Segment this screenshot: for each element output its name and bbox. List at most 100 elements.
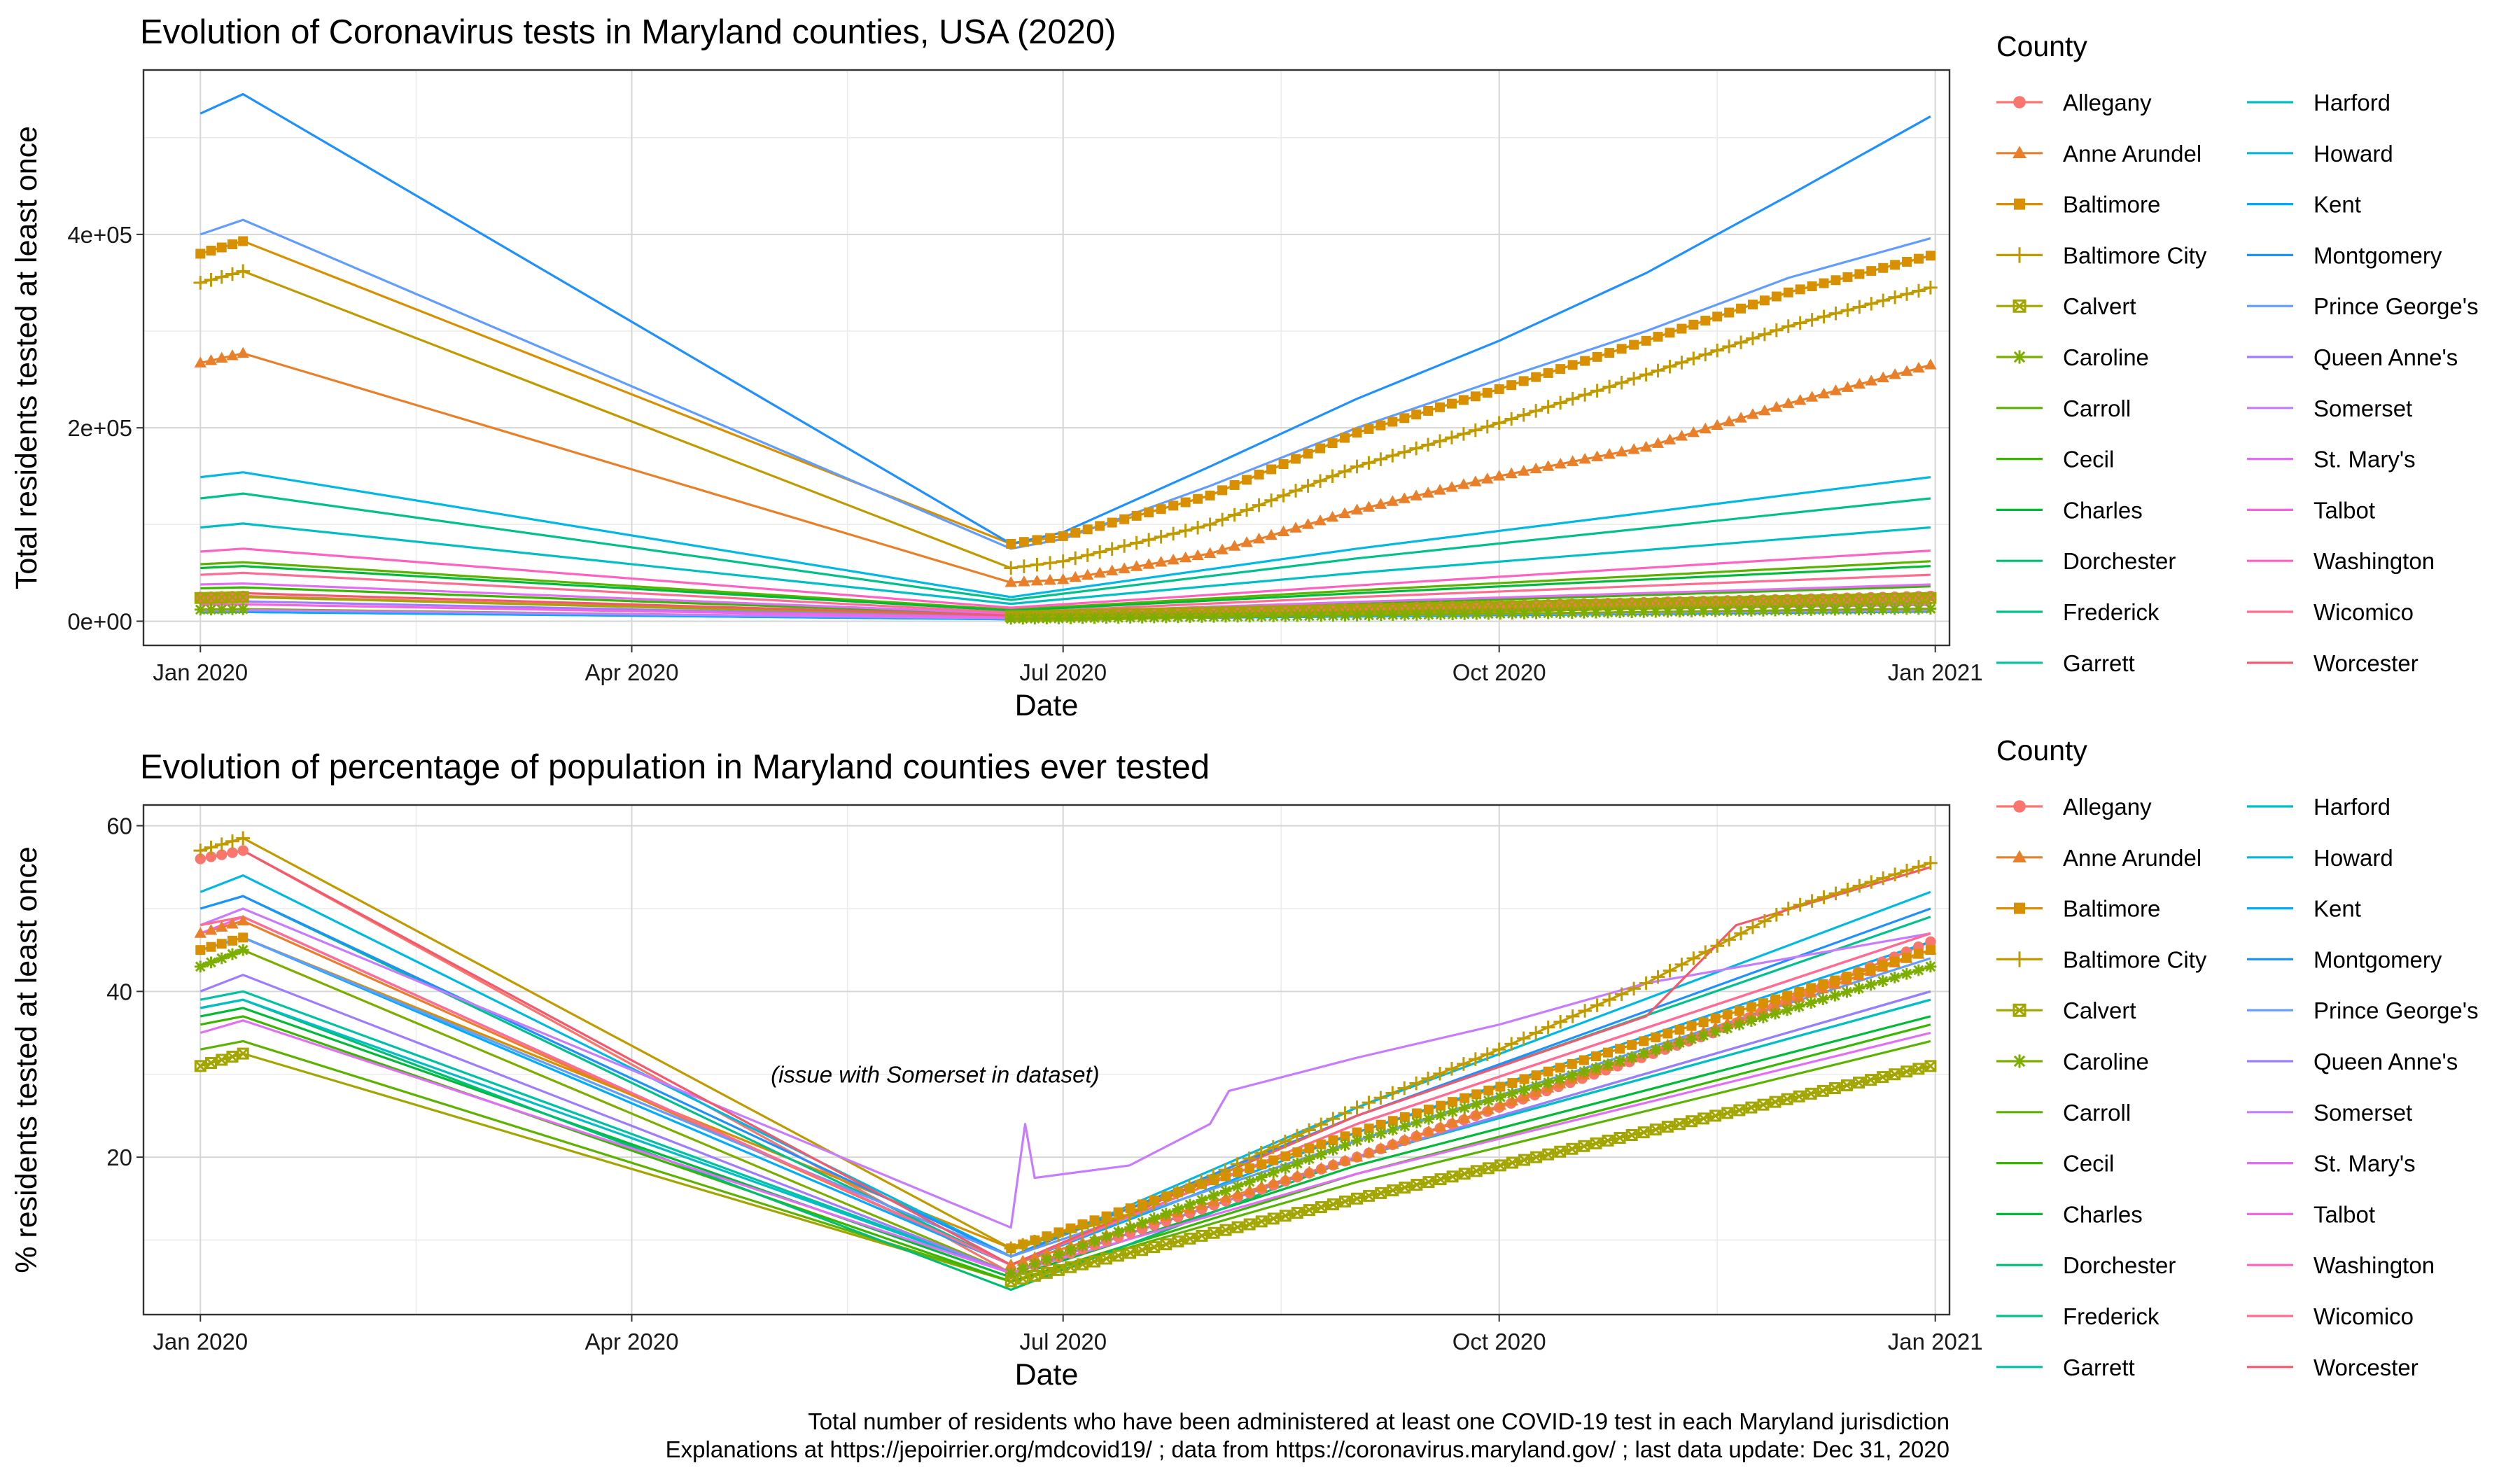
data-point xyxy=(195,945,206,955)
data-point xyxy=(1325,469,1340,484)
data-point xyxy=(1292,1147,1303,1158)
data-point xyxy=(1058,531,1068,541)
data-point xyxy=(1457,1057,1471,1071)
y-tick-label: 40 xyxy=(106,979,132,1004)
data-point xyxy=(1457,426,1471,441)
legend-item: Kent xyxy=(2247,896,2361,922)
legend-label: Dorchester xyxy=(2063,548,2176,574)
data-point xyxy=(1745,1015,1758,1027)
data-point xyxy=(1004,1275,1017,1288)
legend-item: Worcester xyxy=(2247,650,2418,676)
data-point xyxy=(1315,1148,1327,1161)
data-point xyxy=(1040,1253,1053,1266)
data-point xyxy=(1900,603,1913,615)
data-point xyxy=(1122,1208,1137,1222)
markers-baltimore-city xyxy=(193,831,1938,1256)
legend-label: Prince George's xyxy=(2314,997,2479,1023)
data-point xyxy=(1745,605,1758,617)
data-point xyxy=(1065,1244,1077,1256)
data-point xyxy=(1375,1186,1387,1199)
legend-item: Caroline xyxy=(1996,1049,2149,1074)
data-point xyxy=(1578,606,1590,619)
legend-item: Washington xyxy=(2247,548,2435,574)
data-point xyxy=(1004,1258,1017,1270)
data-point xyxy=(1481,472,1494,484)
x-tick-label: Oct 2020 xyxy=(1452,1329,1546,1354)
data-point xyxy=(1733,605,1746,617)
data-point xyxy=(1482,388,1492,398)
data-point xyxy=(1828,1082,1841,1094)
data-point xyxy=(1362,1096,1376,1110)
data-point xyxy=(1112,612,1125,624)
data-point xyxy=(1602,379,1616,394)
data-point xyxy=(1781,995,1793,1007)
data-point xyxy=(1446,1170,1459,1183)
data-point xyxy=(1314,514,1326,526)
data-point xyxy=(237,346,249,358)
data-point xyxy=(1578,1140,1590,1152)
legend-label: Harford xyxy=(2314,794,2390,820)
data-point xyxy=(1387,609,1399,621)
series-line-harford xyxy=(200,522,1931,606)
data-point xyxy=(1769,604,1782,617)
data-point xyxy=(1112,1250,1125,1262)
legend-key-marker xyxy=(2012,1003,2026,1017)
data-point xyxy=(1243,1184,1256,1196)
legend-label: Frederick xyxy=(2063,599,2160,625)
data-point xyxy=(1448,1097,1458,1107)
data-point xyxy=(1565,1009,1580,1023)
data-point xyxy=(1686,1033,1698,1045)
data-point xyxy=(1493,470,1506,481)
legend-label: Somerset xyxy=(2314,1100,2412,1126)
legend-label: Queen Anne's xyxy=(2314,1049,2458,1074)
data-point xyxy=(1076,1258,1088,1270)
data-point xyxy=(1004,1241,1018,1256)
data-point xyxy=(1070,528,1081,538)
legend-label: Baltimore xyxy=(2063,896,2160,922)
plot-background xyxy=(144,805,1949,1315)
data-point xyxy=(1105,542,1119,556)
data-point xyxy=(1338,507,1351,519)
data-point xyxy=(1397,444,1412,459)
data-point xyxy=(1805,594,1817,607)
legend-key-marker xyxy=(2011,951,2028,967)
data-point xyxy=(1721,605,1734,617)
data-point xyxy=(1219,610,1232,623)
data-point xyxy=(1110,1211,1125,1226)
data-point xyxy=(1434,1173,1447,1186)
legend-item: Dorchester xyxy=(1996,548,2176,574)
legend-item: Wicomico xyxy=(2247,599,2414,625)
data-point xyxy=(204,1056,217,1069)
data-point xyxy=(1900,1065,1913,1078)
data-point xyxy=(1505,467,1518,479)
data-point xyxy=(194,960,206,973)
data-point xyxy=(1673,1118,1686,1130)
data-point xyxy=(1340,433,1350,443)
legend-label: Talbot xyxy=(2314,1201,2375,1227)
legend-item: Harford xyxy=(2247,794,2390,820)
data-point xyxy=(1686,1021,1697,1031)
data-point xyxy=(1194,1174,1208,1189)
data-point xyxy=(1208,1189,1220,1202)
data-point xyxy=(1446,608,1459,620)
tests-chart-panel: Jan 2020 Apr 2020 Jul 2020 Oct 2020 Jan 2021… xyxy=(10,13,2479,722)
data-point xyxy=(1578,388,1592,402)
data-point xyxy=(1793,604,1805,617)
data-point xyxy=(195,248,206,259)
legend-item: Dorchester xyxy=(1996,1252,2176,1278)
data-point xyxy=(1255,1171,1268,1184)
data-point xyxy=(1471,1089,1482,1100)
data-point xyxy=(1469,423,1483,438)
data-point xyxy=(1757,604,1770,617)
data-point xyxy=(1375,609,1387,622)
data-point xyxy=(1196,1194,1208,1206)
data-point xyxy=(1266,464,1277,475)
data-point xyxy=(1040,1231,1054,1245)
data-point xyxy=(1279,610,1292,622)
data-point xyxy=(1482,608,1494,620)
legend-item: Prince George's xyxy=(2247,293,2479,319)
data-point xyxy=(1016,1254,1029,1266)
data-point xyxy=(1208,1226,1220,1239)
data-point xyxy=(1721,596,1734,608)
legend-item: Cecil xyxy=(1996,1151,2114,1177)
